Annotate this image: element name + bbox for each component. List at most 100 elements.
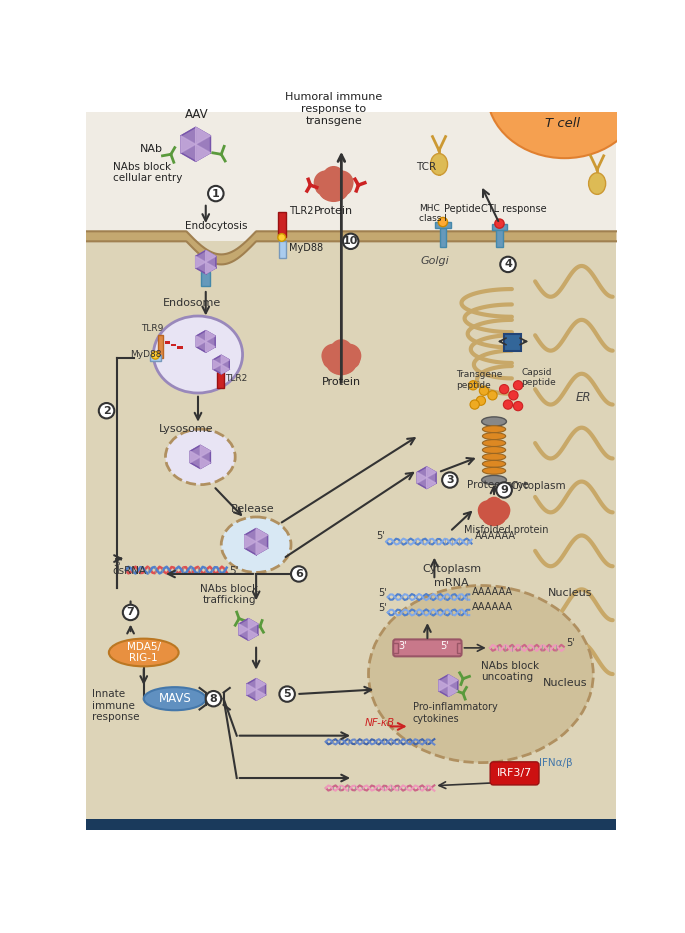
Text: 3: 3 — [446, 475, 453, 485]
Polygon shape — [200, 457, 210, 468]
Text: T cell: T cell — [545, 118, 580, 131]
Circle shape — [278, 233, 286, 242]
Ellipse shape — [482, 439, 506, 447]
Circle shape — [488, 391, 497, 400]
Polygon shape — [213, 355, 229, 374]
Polygon shape — [190, 445, 210, 468]
Polygon shape — [239, 619, 258, 640]
Text: Protein: Protein — [314, 205, 353, 216]
Text: NAbs block
cellular entry: NAbs block cellular entry — [113, 161, 182, 183]
Polygon shape — [200, 445, 210, 457]
Text: Nucleus: Nucleus — [548, 588, 593, 597]
Circle shape — [321, 343, 346, 368]
Circle shape — [499, 384, 509, 394]
Text: Cytoplasm: Cytoplasm — [423, 564, 482, 575]
Text: 5': 5' — [113, 558, 122, 568]
Polygon shape — [197, 330, 215, 352]
Circle shape — [490, 500, 510, 521]
Text: 4: 4 — [504, 259, 512, 270]
Bar — [86, 819, 616, 830]
Text: 5': 5' — [379, 603, 387, 613]
Bar — [86, 112, 616, 242]
Text: AAV: AAV — [185, 108, 208, 121]
Circle shape — [337, 355, 356, 373]
Polygon shape — [196, 145, 210, 161]
Text: 2: 2 — [103, 406, 110, 416]
Bar — [278, 212, 286, 237]
Polygon shape — [427, 466, 436, 478]
Polygon shape — [247, 678, 266, 701]
Text: MyD88: MyD88 — [131, 350, 162, 359]
Circle shape — [151, 352, 159, 359]
Polygon shape — [196, 257, 206, 268]
Circle shape — [324, 341, 358, 375]
Text: Endosome: Endosome — [163, 298, 221, 308]
Text: 5': 5' — [566, 637, 575, 648]
Circle shape — [503, 400, 512, 410]
Circle shape — [314, 171, 338, 195]
Circle shape — [442, 472, 458, 488]
Polygon shape — [417, 472, 427, 483]
Text: Nucleus: Nucleus — [543, 677, 587, 688]
Text: 3': 3' — [398, 641, 407, 651]
Circle shape — [514, 401, 523, 411]
Ellipse shape — [144, 687, 206, 710]
Text: 5': 5' — [376, 531, 385, 541]
Circle shape — [291, 566, 306, 581]
Ellipse shape — [430, 154, 447, 175]
Circle shape — [208, 186, 223, 202]
Circle shape — [495, 507, 510, 521]
Text: mRNA: mRNA — [434, 578, 469, 588]
Text: Protein: Protein — [322, 377, 361, 387]
Circle shape — [343, 233, 358, 249]
Bar — [171, 343, 176, 346]
Polygon shape — [417, 466, 436, 489]
Text: dsRNA: dsRNA — [113, 566, 147, 576]
Text: TCR: TCR — [416, 161, 436, 172]
Circle shape — [479, 386, 488, 396]
Text: 5': 5' — [379, 588, 387, 597]
Polygon shape — [181, 136, 196, 153]
Polygon shape — [256, 542, 268, 555]
Circle shape — [279, 687, 295, 702]
Circle shape — [329, 182, 348, 201]
Text: NF-κB: NF-κB — [364, 718, 395, 729]
Text: IFNα/β: IFNα/β — [539, 758, 573, 768]
Text: 8: 8 — [210, 694, 217, 703]
Circle shape — [323, 352, 340, 369]
Polygon shape — [196, 128, 210, 145]
Circle shape — [99, 403, 114, 418]
Ellipse shape — [221, 517, 291, 573]
Text: CTL response: CTL response — [481, 204, 547, 214]
Polygon shape — [213, 360, 221, 369]
Bar — [86, 242, 616, 830]
Text: MHC
class I: MHC class I — [419, 204, 447, 223]
Polygon shape — [239, 624, 249, 634]
Bar — [177, 346, 182, 349]
Text: Peptide: Peptide — [445, 204, 481, 214]
Circle shape — [123, 605, 138, 620]
Bar — [435, 222, 451, 229]
Bar — [492, 224, 507, 230]
Text: TLR2: TLR2 — [288, 205, 313, 216]
Ellipse shape — [487, 27, 642, 159]
Bar — [504, 334, 521, 351]
Polygon shape — [439, 675, 458, 696]
Ellipse shape — [482, 453, 506, 460]
Text: Innate
immune
response: Innate immune response — [92, 689, 139, 722]
Text: AAAAAA: AAAAAA — [471, 602, 512, 612]
Circle shape — [495, 219, 504, 229]
Circle shape — [490, 509, 506, 525]
Polygon shape — [206, 262, 216, 273]
Polygon shape — [190, 452, 200, 463]
Polygon shape — [206, 251, 216, 262]
Polygon shape — [249, 619, 258, 630]
Polygon shape — [256, 528, 268, 542]
Text: Transgene
peptide: Transgene peptide — [456, 370, 503, 390]
Circle shape — [316, 168, 351, 202]
Circle shape — [319, 182, 338, 201]
Circle shape — [476, 397, 486, 405]
Polygon shape — [245, 535, 256, 549]
Text: Misfolded protein: Misfolded protein — [464, 525, 548, 536]
Polygon shape — [206, 341, 215, 352]
